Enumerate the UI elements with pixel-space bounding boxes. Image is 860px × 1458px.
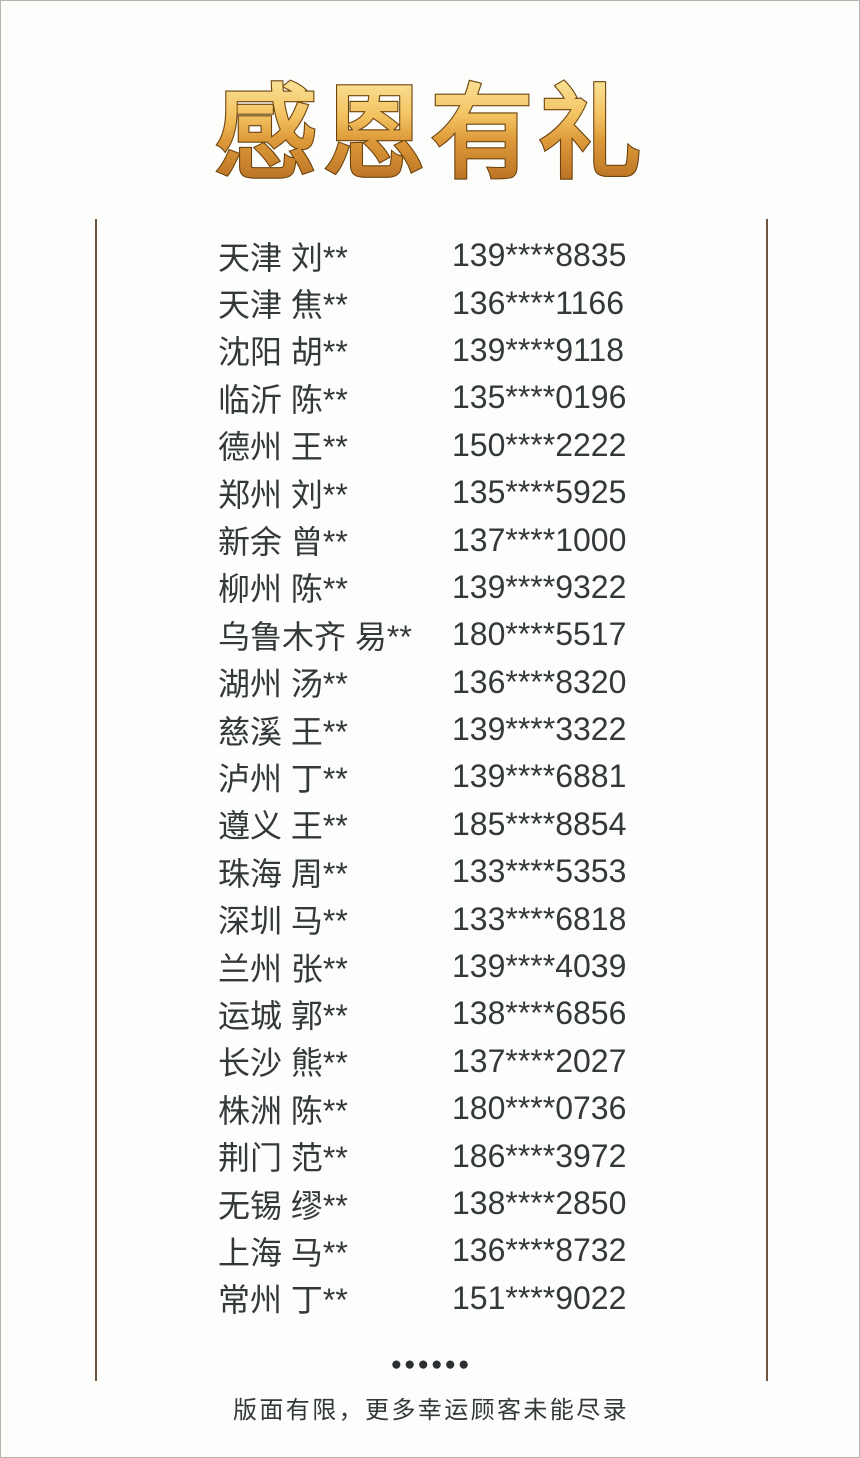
svg-text:感恩有礼: 感恩有礼 bbox=[215, 77, 647, 191]
